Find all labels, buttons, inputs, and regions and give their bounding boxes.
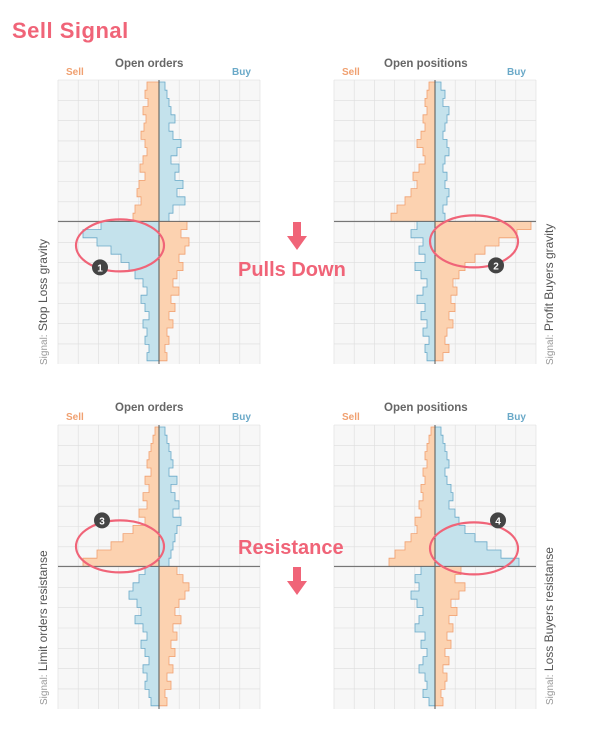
buy-label: Buy xyxy=(507,412,526,423)
badge-number: 3 xyxy=(99,516,105,527)
panel-header: Open orders xyxy=(115,58,184,70)
down-arrow-icon xyxy=(287,567,307,595)
sell-label: Sell xyxy=(66,67,84,78)
signal-prefix: Signal: xyxy=(39,334,50,365)
signal-label: Signal: Stop Loss gravity xyxy=(36,239,50,365)
signal-prefix: Signal: xyxy=(545,674,556,705)
depth-chart: 1 xyxy=(57,79,261,364)
sell-label: Sell xyxy=(66,412,84,423)
badge-number: 4 xyxy=(495,516,501,527)
depth-chart: 4 xyxy=(333,424,537,709)
badge xyxy=(490,512,506,529)
resistance-label: Resistance xyxy=(238,537,344,559)
pulls-down-label: Pulls Down xyxy=(238,259,346,281)
panel-header: Open orders xyxy=(115,402,184,414)
panel-header: Open positions xyxy=(384,402,468,414)
signal-label: Signal: Loss Buyers resistanse xyxy=(542,547,556,705)
signal-label: Signal: Limit orders resistanse xyxy=(36,550,50,705)
buy-label: Buy xyxy=(232,67,251,78)
signal-text: Profit Buyers gravity xyxy=(542,223,556,332)
badge-number: 2 xyxy=(493,261,499,272)
signal-prefix: Signal: xyxy=(39,674,50,705)
panel-header: Open positions xyxy=(384,58,468,70)
signal-text: Stop Loss gravity xyxy=(36,239,50,332)
down-arrow-icon xyxy=(287,222,307,250)
badge xyxy=(92,259,108,276)
signal-label: Signal: Profit Buyers gravity xyxy=(542,224,556,365)
depth-chart: 3 xyxy=(57,424,261,709)
buy-label: Buy xyxy=(507,67,526,78)
signal-text: Limit orders resistanse xyxy=(36,550,50,672)
badge-number: 1 xyxy=(97,263,103,274)
buy-label: Buy xyxy=(232,412,251,423)
page-title: Sell Signal xyxy=(12,18,129,43)
depth-chart: 2 xyxy=(333,79,537,364)
signal-prefix: Signal: xyxy=(545,334,556,365)
badge xyxy=(94,512,110,529)
sell-label: Sell xyxy=(342,67,360,78)
badge xyxy=(488,257,504,274)
signal-text: Loss Buyers resistanse xyxy=(542,547,556,672)
sell-label: Sell xyxy=(342,412,360,423)
